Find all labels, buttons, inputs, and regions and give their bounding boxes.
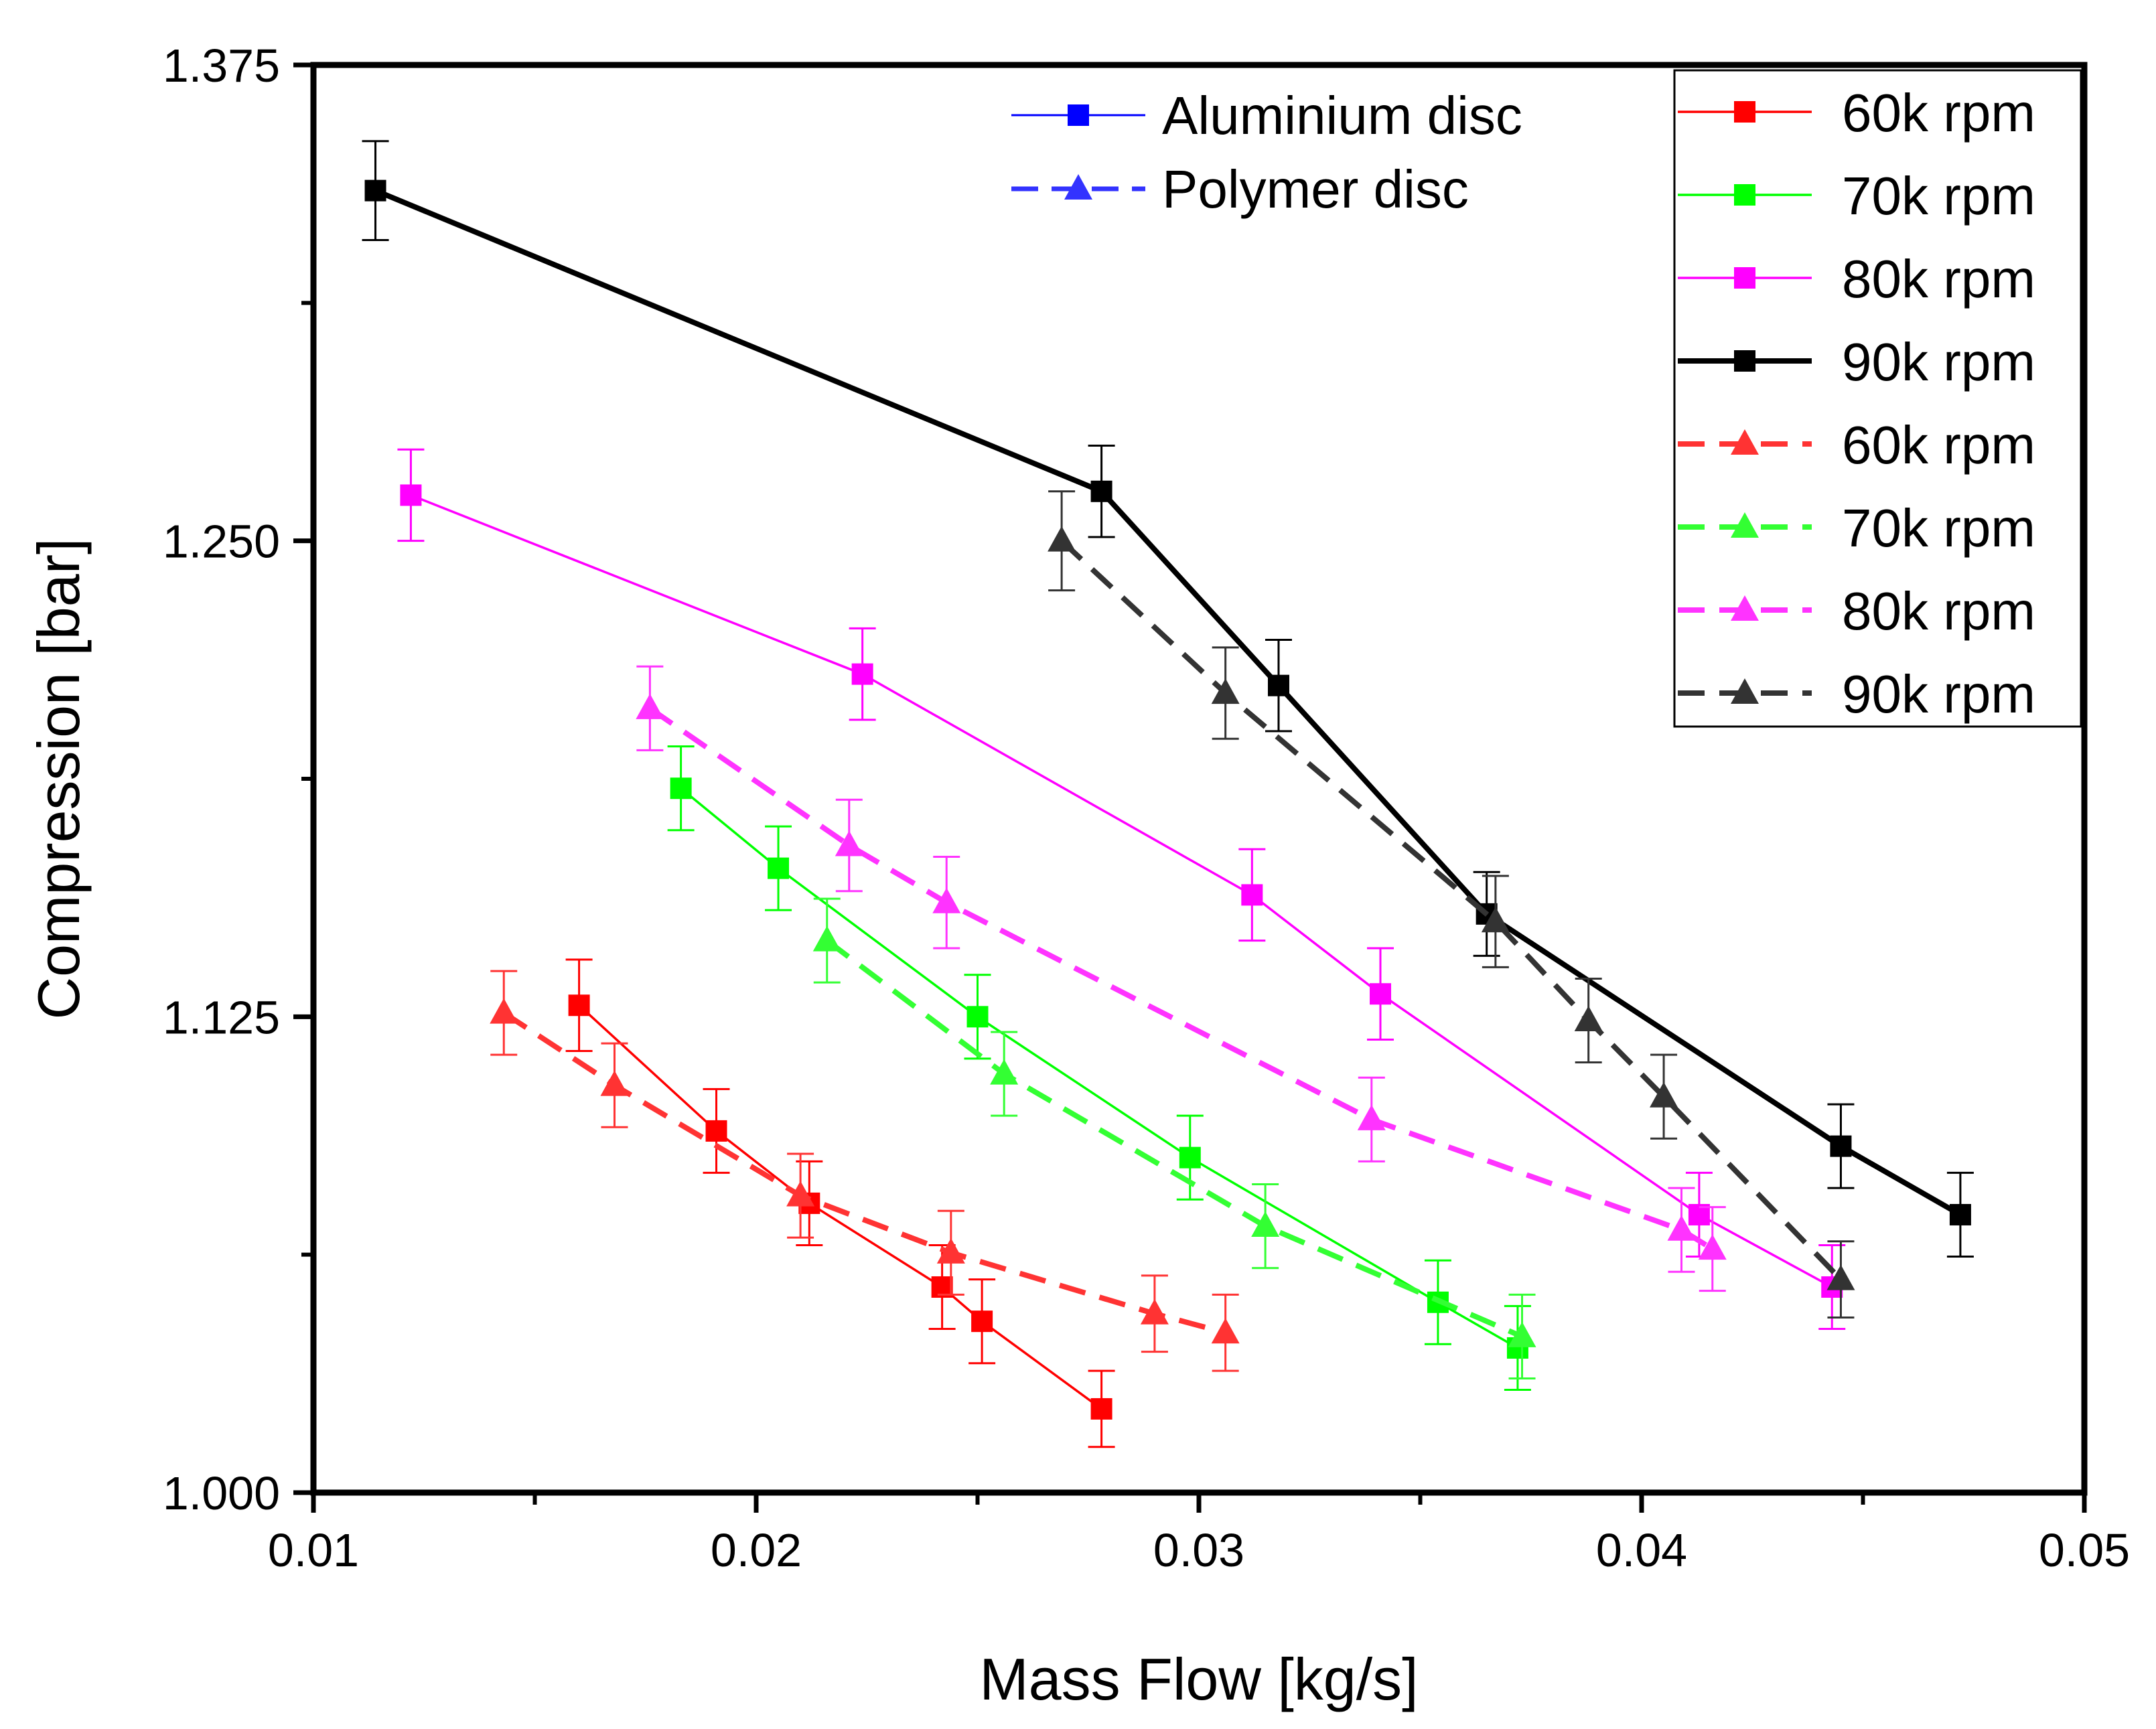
y-tick-label: 1.000 [163,1467,280,1519]
series-line [680,787,1518,1349]
series-legend-symbol [1731,678,1759,704]
data-point [670,777,692,800]
data-point [705,1120,727,1142]
data-point [1826,1264,1855,1290]
marks-layer [362,140,1974,1448]
data-point [851,663,873,685]
data-point [835,830,863,856]
x-tick-label: 0.05 [2039,1524,2130,1576]
series-legend-symbol [1734,267,1755,289]
series-line [374,187,1962,1217]
data-point [990,1059,1019,1085]
data-point [1667,1215,1696,1241]
data-point [636,693,664,719]
data-point [966,1006,989,1028]
data-point [1211,1318,1240,1344]
data-point [1090,480,1112,502]
series-legend-symbol [1734,184,1755,206]
series-line [1060,538,1843,1282]
data-point [1508,1321,1536,1347]
marker-legend-symbol [1068,104,1089,126]
series-legend-symbol [1731,595,1759,621]
y-tick-label: 1.375 [163,40,280,92]
data-point [1650,1081,1678,1108]
data-point [1211,678,1240,704]
series-60k-rpm-aluminium [565,958,1115,1448]
data-point [1241,884,1263,906]
series-legend-symbol [1731,429,1759,455]
series-legend-label: 60k rpm [1842,83,2035,143]
data-point [971,1310,993,1333]
series-legend-label: 60k rpm [1842,415,2035,475]
x-tick-label: 0.02 [711,1524,802,1576]
marker-legend-label: Polymer disc [1162,159,1469,219]
series-90k-rpm-aluminium [362,140,1974,1258]
series-70k-rpm-polymer [812,897,1536,1379]
series-legend-label: 70k rpm [1842,166,2035,226]
x-tick-label: 0.04 [1596,1524,1687,1576]
series-line [578,1004,1102,1410]
data-point [1949,1203,1971,1225]
data-point [1830,1135,1852,1157]
series-legend: 60k rpm 70k rpm 80k rpm 90k rpm 60k rpm 70k r… [1673,69,2082,728]
data-point [600,1070,629,1096]
series-legend-symbol [1734,350,1755,372]
data-point [1370,983,1392,1005]
series-70k-rpm-aluminium [667,745,1531,1391]
series-90k-rpm-polymer [1048,490,1855,1319]
series-60k-rpm-polymer [490,970,1240,1372]
data-point [1357,1104,1386,1130]
data-point [1140,1298,1169,1325]
series-legend-label: 80k rpm [1842,581,2035,641]
y-tick-label: 1.125 [163,991,280,1043]
marker-legend-label: Aluminium disc [1162,86,1522,145]
marker-legend: Aluminium disc Polymer disc [1011,86,1522,219]
series-line [502,1010,1226,1336]
data-point [1698,1234,1727,1260]
series-line [410,494,1833,1288]
marker-legend-symbol [1064,174,1092,200]
data-point [1251,1211,1280,1237]
data-point [568,994,590,1017]
data-point [768,857,790,879]
series-legend-label: 90k rpm [1842,332,2035,392]
series-legend-label: 80k rpm [1842,249,2035,309]
y-tick-label: 1.250 [163,516,280,568]
series-80k-rpm-polymer [636,665,1727,1292]
data-point [932,887,961,913]
series-legend-symbol [1731,512,1759,538]
series-legend-label: 70k rpm [1842,498,2035,558]
data-point [1090,1398,1112,1420]
data-point [364,179,386,202]
axes-layer: 0.01 0.02 0.03 0.04 0.05 1.000 1.125 1.250 1.375 [163,40,2130,1576]
data-point [1267,674,1289,696]
x-tick-label: 0.03 [1153,1524,1244,1576]
series-legend-symbol [1734,101,1755,123]
data-point [936,1237,965,1264]
data-point [812,925,841,952]
y-axis-title: Compression [bar] [25,538,92,1020]
x-axis-title: Mass Flow [kg/s] [979,1646,1418,1712]
x-tick-label: 0.01 [268,1524,359,1576]
data-point [786,1181,815,1207]
data-point [1481,907,1510,933]
data-point [1179,1146,1201,1169]
data-point [1048,526,1076,552]
data-point [400,484,422,506]
series-legend-label: 90k rpm [1842,664,2035,724]
data-point [490,998,518,1024]
data-point [1574,1006,1603,1032]
